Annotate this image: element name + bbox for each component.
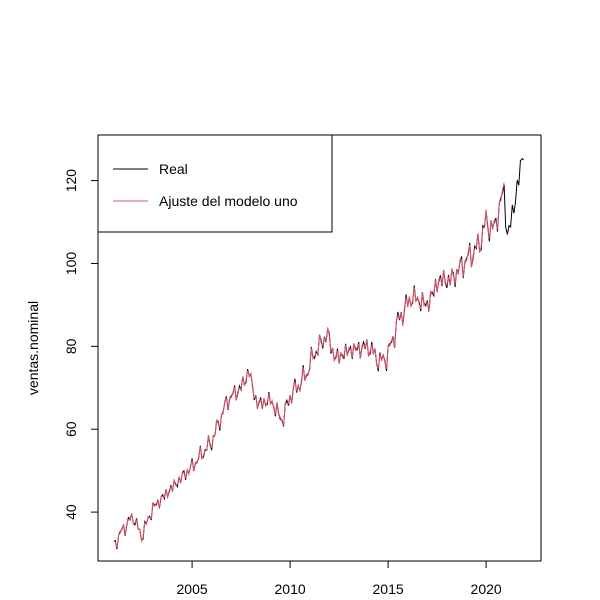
x-tick-label: 2005 xyxy=(177,581,208,597)
y-axis: 40 60 80 100 120 xyxy=(63,169,99,520)
legend-box xyxy=(97,134,333,233)
y-tick-label: 80 xyxy=(63,338,79,354)
series-line-ajuste xyxy=(113,182,505,548)
x-tick-label: 2020 xyxy=(471,581,502,597)
y-tick-label: 100 xyxy=(63,252,79,276)
series-layer xyxy=(113,158,524,550)
y-tick-label: 40 xyxy=(63,504,79,520)
x-tick-label: 2010 xyxy=(275,581,306,597)
x-axis: 2005 2010 2015 2020 xyxy=(177,560,502,597)
y-tick-label: 120 xyxy=(63,169,79,193)
x-tick-label: 2015 xyxy=(373,581,404,597)
y-axis-title: ventas.nominal xyxy=(25,301,41,395)
y-tick-label: 60 xyxy=(63,421,79,437)
legend-label-real: Real xyxy=(159,161,188,177)
legend-label-ajuste: Ajuste del modelo uno xyxy=(159,193,298,209)
legend: Real Ajuste del modelo uno xyxy=(97,134,333,233)
